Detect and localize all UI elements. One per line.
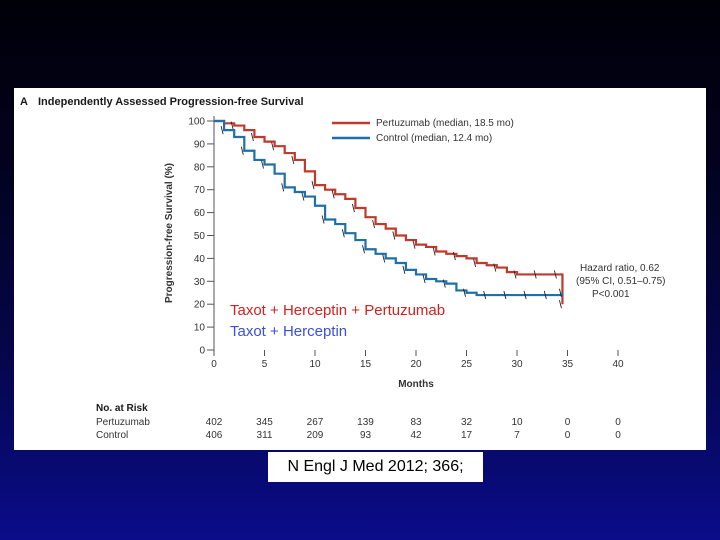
y-tick-label: 50 xyxy=(194,231,206,242)
y-ticks: 0 10 20 30 40 50 60 70 80 90 100 xyxy=(188,117,214,357)
risk-value: 402 xyxy=(206,417,223,428)
risk-value: 32 xyxy=(461,417,473,428)
risk-value: 345 xyxy=(256,417,273,428)
y-tick-label: 10 xyxy=(194,323,206,334)
y-tick-label: 100 xyxy=(188,117,205,128)
censor-mark xyxy=(483,290,487,300)
censor-mark xyxy=(261,160,264,169)
censor-mark xyxy=(351,203,355,213)
censor-mark xyxy=(543,290,547,300)
risk-value: 93 xyxy=(360,430,372,441)
curve-pertuzumab xyxy=(214,119,564,305)
y-tick-label: 30 xyxy=(194,277,206,288)
y-tick-label: 60 xyxy=(194,208,206,219)
panel-letter: A xyxy=(20,96,28,108)
y-axis-label: Progression-free Survival (%) xyxy=(164,163,175,303)
risk-value: 311 xyxy=(257,430,273,441)
risk-value: 0 xyxy=(565,417,571,428)
censor-mark xyxy=(230,121,234,130)
risk-table-title: No. at Risk xyxy=(96,403,148,414)
risk-value: 0 xyxy=(615,430,621,441)
censor-mark xyxy=(553,270,557,279)
risk-value: 10 xyxy=(511,417,523,428)
censor-mark xyxy=(331,190,335,199)
y-tick-label: 90 xyxy=(194,139,206,150)
censor-mark xyxy=(281,183,285,192)
censor-mark xyxy=(533,270,537,279)
x-tick-label: 20 xyxy=(410,359,422,370)
censor-mark xyxy=(301,192,305,201)
x-tick-label: 40 xyxy=(612,359,624,370)
risk-value: 267 xyxy=(307,417,324,428)
censor-mark xyxy=(523,290,527,300)
hazard-p-value: P<0.001 xyxy=(592,289,630,300)
x-axis-label: Months xyxy=(398,379,434,390)
km-chart: A Independently Assessed Progression-fre… xyxy=(20,96,666,441)
y-tick-label: 40 xyxy=(194,254,206,265)
risk-value: 42 xyxy=(410,430,422,441)
risk-value: 17 xyxy=(461,430,473,441)
hazard-ratio: Hazard ratio, 0.62 xyxy=(580,263,660,274)
censor-mark xyxy=(463,288,466,297)
risk-value: 139 xyxy=(357,417,374,428)
overlay-label-control: Taxot + Herceptin xyxy=(230,323,347,340)
risk-value: 406 xyxy=(206,430,223,441)
x-tick-label: 30 xyxy=(511,359,523,370)
y-tick-label: 80 xyxy=(194,162,206,173)
overlay-label-pertuzumab: Taxot + Herceptin + Pertuzumab xyxy=(230,302,445,319)
censor-mark xyxy=(392,231,396,240)
legend-pertuzumab: Pertuzumab (median, 18.5 mo) xyxy=(376,118,514,129)
hazard-ci: (95% CI, 0.51–0.75) xyxy=(576,276,666,287)
censor-mark xyxy=(442,279,446,288)
censor-mark xyxy=(311,181,315,190)
citation: N Engl J Med 2012; 366; xyxy=(268,452,483,482)
censor-mark xyxy=(559,300,562,309)
censor-mark xyxy=(422,274,426,284)
x-tick-label: 35 xyxy=(562,359,574,370)
censor-mark xyxy=(402,265,406,274)
legend-control: Control (median, 12.4 mo) xyxy=(376,133,492,144)
y-tick-label: 0 xyxy=(199,346,205,357)
curve-control xyxy=(214,119,564,297)
censor-mark xyxy=(372,219,376,229)
censor-mark xyxy=(250,132,254,142)
risk-value: 7 xyxy=(514,430,520,441)
censor-mark xyxy=(362,245,365,254)
risk-row-label-control: Control xyxy=(96,430,128,441)
censor-mark xyxy=(220,126,224,135)
censor-mark xyxy=(291,155,295,165)
survival-curves xyxy=(214,119,564,309)
panel-title: Independently Assessed Progression-free … xyxy=(38,96,304,108)
x-tick-label: 25 xyxy=(461,359,473,370)
censor-mark xyxy=(240,146,244,155)
censor-mark xyxy=(452,252,456,261)
risk-table-values: 402 345 267 139 83 32 10 0 0 406 311 209 93 42 17 7 0 0 xyxy=(206,417,622,441)
y-tick-label: 20 xyxy=(194,300,206,311)
censor-mark xyxy=(412,240,416,249)
x-tick-label: 0 xyxy=(211,359,217,370)
censor-mark xyxy=(341,229,345,238)
y-tick-label: 70 xyxy=(194,185,206,196)
censor-mark xyxy=(503,290,507,300)
x-tick-label: 10 xyxy=(309,359,321,370)
censor-mark xyxy=(559,288,562,297)
x-ticks: 0 5 10 15 20 25 30 35 40 xyxy=(211,350,624,370)
figure-panel: A Independently Assessed Progression-fre… xyxy=(14,88,706,450)
x-tick-label: 15 xyxy=(360,359,372,370)
censor-mark xyxy=(473,258,477,268)
x-tick-label: 5 xyxy=(262,359,268,370)
risk-row-label-pertuzumab: Pertuzumab xyxy=(96,417,150,428)
censor-mark xyxy=(493,263,497,272)
censor-mark xyxy=(513,270,517,279)
risk-value: 83 xyxy=(410,417,422,428)
censor-mark xyxy=(321,215,325,224)
risk-value: 0 xyxy=(565,430,571,441)
risk-value: 0 xyxy=(615,417,621,428)
censor-mark xyxy=(271,142,275,151)
censor-mark xyxy=(432,247,436,256)
censor-mark xyxy=(382,254,386,263)
risk-value: 209 xyxy=(307,430,324,441)
